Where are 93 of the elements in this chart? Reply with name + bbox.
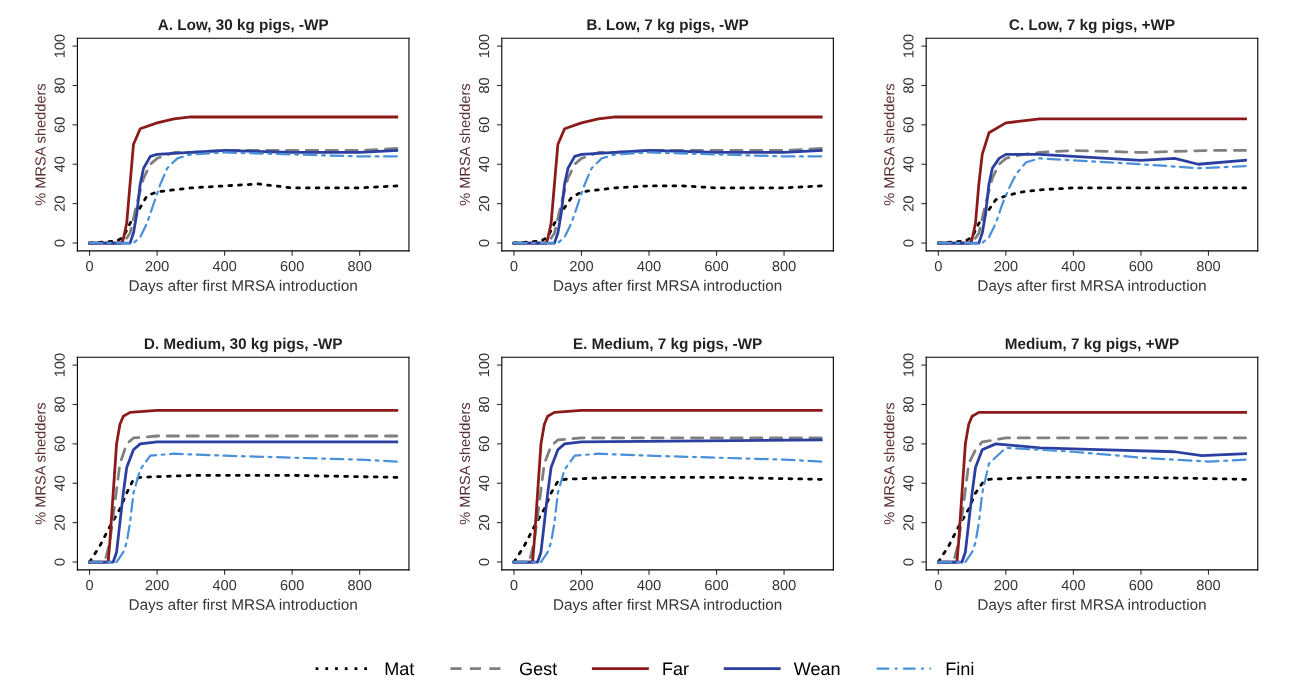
y-tick-label: 0 [478,558,490,566]
y-tick-label: 0 [903,558,914,566]
y-tick-label: 40 [903,156,914,173]
y-axis-title: % MRSA shedders [883,402,895,525]
y-axis-title: % MRSA shedders [34,83,46,206]
x-axis-title: Days after first MRSA introduction [978,279,1206,295]
x-tick-label: 600 [280,580,304,591]
x-tick-label: 0 [934,580,942,591]
y-tick-label: 100 [478,353,490,377]
y-tick-label: 100 [903,34,914,58]
legend-label: Fini [946,661,974,675]
y-axis-title: % MRSA shedders [459,402,471,525]
y-axis-title: % MRSA shedders [34,402,46,525]
y-tick-label: 60 [903,436,914,452]
x-axis-title: Days after first MRSA introduction [554,279,782,295]
y-tick-label: 40 [903,475,914,492]
legend-label: Far [663,662,689,676]
y-tick-label: 80 [478,77,490,93]
x-tick-label: 400 [1061,261,1085,272]
y-tick-label: 0 [54,239,65,247]
y-tick-label: 80 [903,396,914,412]
x-axis-title: Days after first MRSA introduction [129,598,357,614]
y-tick-label: 60 [478,117,490,133]
y-tick-label: 0 [903,239,914,247]
y-tick-label: 40 [478,156,490,173]
line-series [512,475,823,564]
chart-title: C. Low, 7 kg pigs, +WP [1009,18,1175,34]
line-series [936,475,1247,564]
x-tick-label: 0 [510,261,518,272]
legend-label: Gest [519,662,558,676]
x-tick-label: 800 [1196,580,1221,591]
y-tick-label: 60 [478,436,490,452]
y-tick-label: 60 [54,436,65,452]
x-tick-label: 0 [510,580,518,591]
chart-title: A. Low, 30 kg pigs, -WP [158,18,329,34]
y-axis-title: % MRSA shedders [459,83,471,206]
x-tick-label: 600 [280,261,304,272]
legend-label: Mat [385,662,415,676]
y-tick-label: 80 [903,77,914,93]
y-axis-title: % MRSA shedders [883,83,895,206]
x-axis-title: Days after first MRSA introduction [129,279,357,295]
y-tick-label: 80 [54,77,65,93]
y-tick-label: 0 [478,239,490,247]
x-tick-label: 0 [934,261,942,272]
y-tick-label: 20 [478,515,490,531]
y-tick-label: 100 [903,353,914,377]
x-tick-label: 200 [570,261,594,272]
x-tick-label: 400 [1061,580,1085,591]
x-axis-title: Days after first MRSA introduction [978,598,1206,614]
y-tick-label: 100 [478,34,490,58]
chart-title: Medium, 7 kg pigs, +WP [1005,337,1179,353]
y-tick-label: 20 [903,515,914,531]
y-tick-label: 80 [54,396,65,412]
x-tick-label: 800 [1196,261,1221,272]
y-tick-label: 0 [54,558,65,566]
x-tick-label: 800 [348,580,372,591]
y-tick-label: 40 [54,156,65,173]
x-tick-label: 600 [1129,580,1153,591]
y-tick-label: 20 [903,196,914,212]
x-tick-label: 600 [705,580,729,591]
x-tick-label: 800 [772,261,796,272]
x-tick-label: 0 [86,580,94,591]
x-tick-label: 200 [145,261,169,272]
x-tick-label: 400 [212,580,237,591]
chart-title: E. Medium, 7 kg pigs, -WP [573,337,762,353]
y-tick-label: 40 [54,475,65,492]
x-tick-label: 0 [86,261,94,272]
y-tick-label: 100 [54,34,65,58]
y-tick-label: 20 [478,196,490,212]
x-tick-label: 800 [772,580,796,591]
line-series [88,473,399,564]
x-tick-label: 200 [570,580,594,591]
line-series [88,182,399,245]
x-tick-label: 400 [212,261,237,272]
y-tick-label: 100 [54,353,65,377]
chart-title: B. Low, 7 kg pigs, -WP [587,18,749,34]
y-tick-label: 60 [54,117,65,133]
y-tick-label: 60 [903,117,914,133]
x-axis-title: Days after first MRSA introduction [554,598,782,614]
x-tick-label: 200 [145,580,169,591]
x-tick-label: 800 [348,261,372,272]
x-tick-label: 600 [705,261,729,272]
chart-title: D. Medium, 30 kg pigs, -WP [144,337,342,353]
x-tick-label: 600 [1129,261,1153,272]
y-tick-label: 80 [478,396,490,412]
x-tick-label: 200 [994,580,1018,591]
y-tick-label: 20 [54,515,65,531]
legend-label: Wean [793,662,840,676]
y-tick-label: 40 [478,475,490,492]
y-tick-label: 20 [54,196,65,212]
x-tick-label: 400 [637,261,661,272]
x-tick-label: 400 [637,580,661,591]
x-tick-label: 200 [994,261,1018,272]
